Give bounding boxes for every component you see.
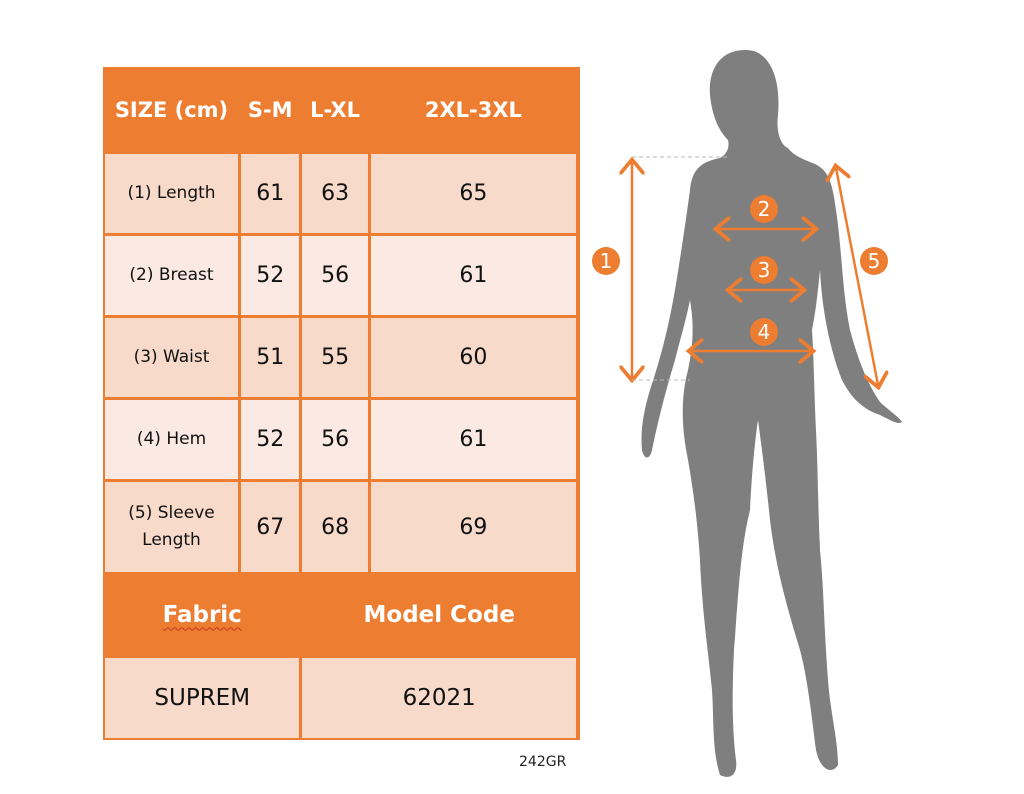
header-model-code: Model Code [302,575,576,655]
cell-value: 52 [241,400,300,479]
table-row: (3) Waist 51 55 60 [105,318,576,397]
marker-3-label: 3 [758,258,771,282]
dimension-line-sleeve [836,168,878,385]
cell-value: 61 [241,154,300,233]
marker-2-icon [750,195,778,223]
row-label: (2) Breast [105,236,238,315]
marker-4-icon [750,318,778,346]
fabric-value: SUPREM [105,658,300,738]
table-row: (5) Sleeve Length 67 68 69 [105,482,576,572]
cell-value: 52 [241,236,300,315]
row-label: (1) Length [105,154,238,233]
cell-value: 55 [302,318,368,397]
row-label: (4) Hem [105,400,238,479]
cell-value: 67 [241,482,300,572]
marker-4-label: 4 [758,320,771,344]
marker-1-label: 1 [600,249,613,273]
header-l-xl: L-XL [302,69,368,151]
model-code-value: 62021 [302,658,576,738]
cell-value: 56 [302,236,368,315]
table-row: (2) Breast 52 56 61 [105,236,576,315]
marker-3-icon [750,256,778,284]
table-row: (1) Length 61 63 65 [105,154,576,233]
table-row: (4) Hem 52 56 61 [105,400,576,479]
marker-1-icon [592,247,620,275]
cell-value: 61 [370,400,576,479]
cell-value: 63 [302,154,368,233]
header-s-m: S-M [241,69,300,151]
cell-value: 68 [302,482,368,572]
cell-value: 61 [370,236,576,315]
size-chart-table: SIZE (cm) S-M L-XL 2XL-3XL (1) Length 61… [103,67,580,740]
cell-value: 51 [241,318,300,397]
body-silhouette-figure: 1 2 3 4 5 [592,50,902,777]
marker-5-icon [860,247,888,275]
row-label: (5) Sleeve Length [105,482,238,572]
fabric-label: Fabric [162,601,242,628]
row-label: (3) Waist [105,318,238,397]
silhouette-shape [641,50,902,777]
cell-value: 60 [370,318,576,397]
marker-5-label: 5 [868,249,881,273]
cell-value: 65 [370,154,576,233]
header-size: SIZE (cm) [105,69,238,151]
header-fabric: Fabric [105,575,300,655]
product-code: 242GR [519,754,567,770]
header-2xl-3xl: 2XL-3XL [370,69,576,151]
marker-2-label: 2 [758,197,771,221]
cell-value: 69 [370,482,576,572]
table-row: SUPREM 62021 [105,658,576,738]
cell-value: 56 [302,400,368,479]
